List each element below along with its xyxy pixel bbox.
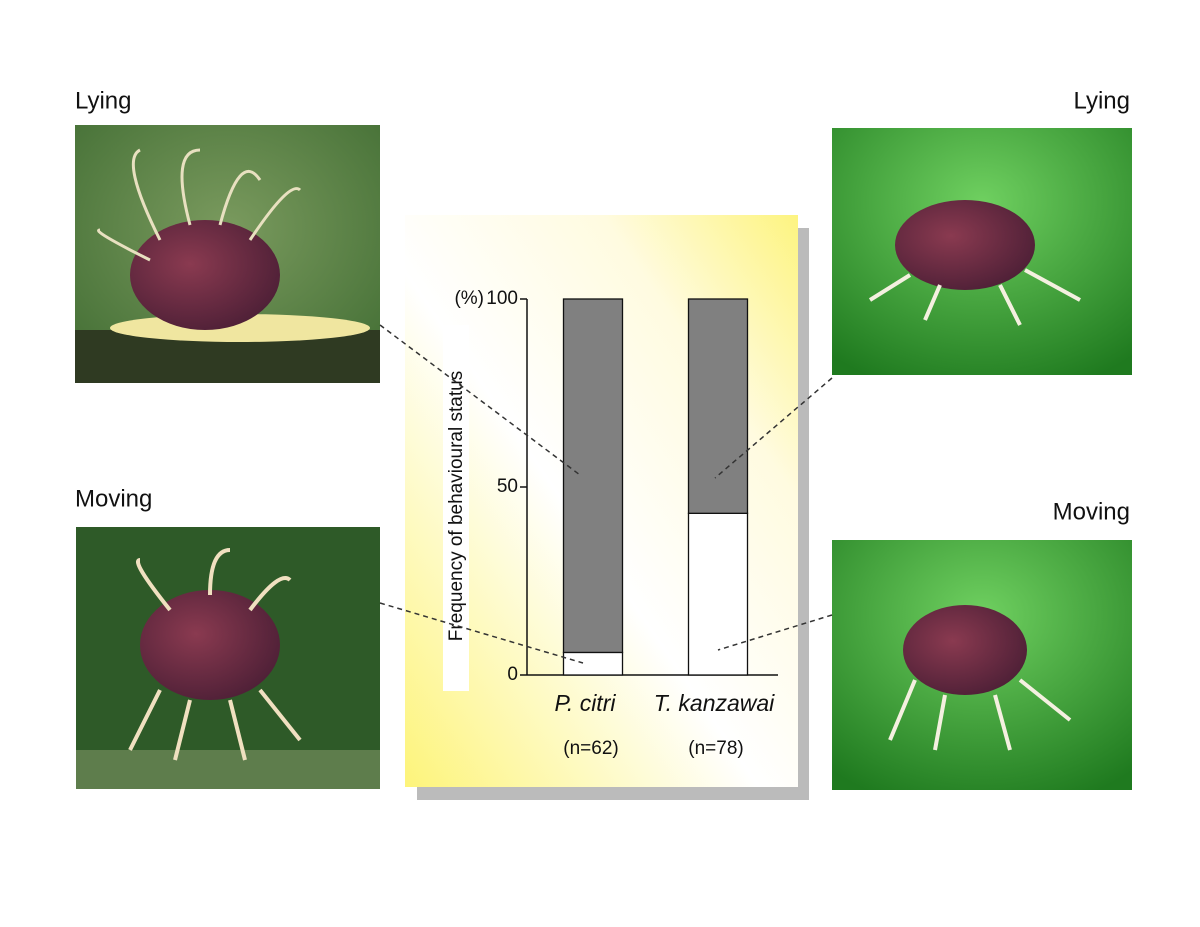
y-tick-label: 50: [497, 476, 518, 497]
y-tick-label: 0: [507, 664, 518, 685]
y-axis-label: Frequency of behavioural status: [446, 371, 467, 641]
y-unit: (%): [454, 288, 484, 309]
sample-size: (n=78): [688, 738, 743, 759]
y-label-box: [443, 325, 469, 691]
photo-right-bottom: [832, 540, 1132, 790]
sample-size: (n=62): [563, 738, 618, 759]
plot: 0 50 100 P. citri (n=62) T. kanzawai (n=78): [486, 288, 778, 759]
photo-right-top: [832, 128, 1132, 375]
photo-label: Lying: [75, 87, 131, 114]
photo-label: Moving: [1053, 498, 1130, 525]
x-tick-label: T. kanzawai: [654, 690, 775, 716]
photo-label: Moving: [75, 485, 152, 512]
bar-segment: [687, 298, 749, 514]
bar-segment: [562, 298, 624, 654]
bar-segment: [687, 512, 749, 676]
y-tick-label: 100: [486, 288, 518, 309]
bar-segment: [562, 651, 624, 676]
photo-left-bottom: [76, 527, 380, 789]
connectors: [379, 324, 833, 664]
x-tick-label: P. citri: [555, 690, 617, 716]
photo-left-top: [75, 125, 380, 383]
photo-label: Lying: [1074, 87, 1130, 114]
